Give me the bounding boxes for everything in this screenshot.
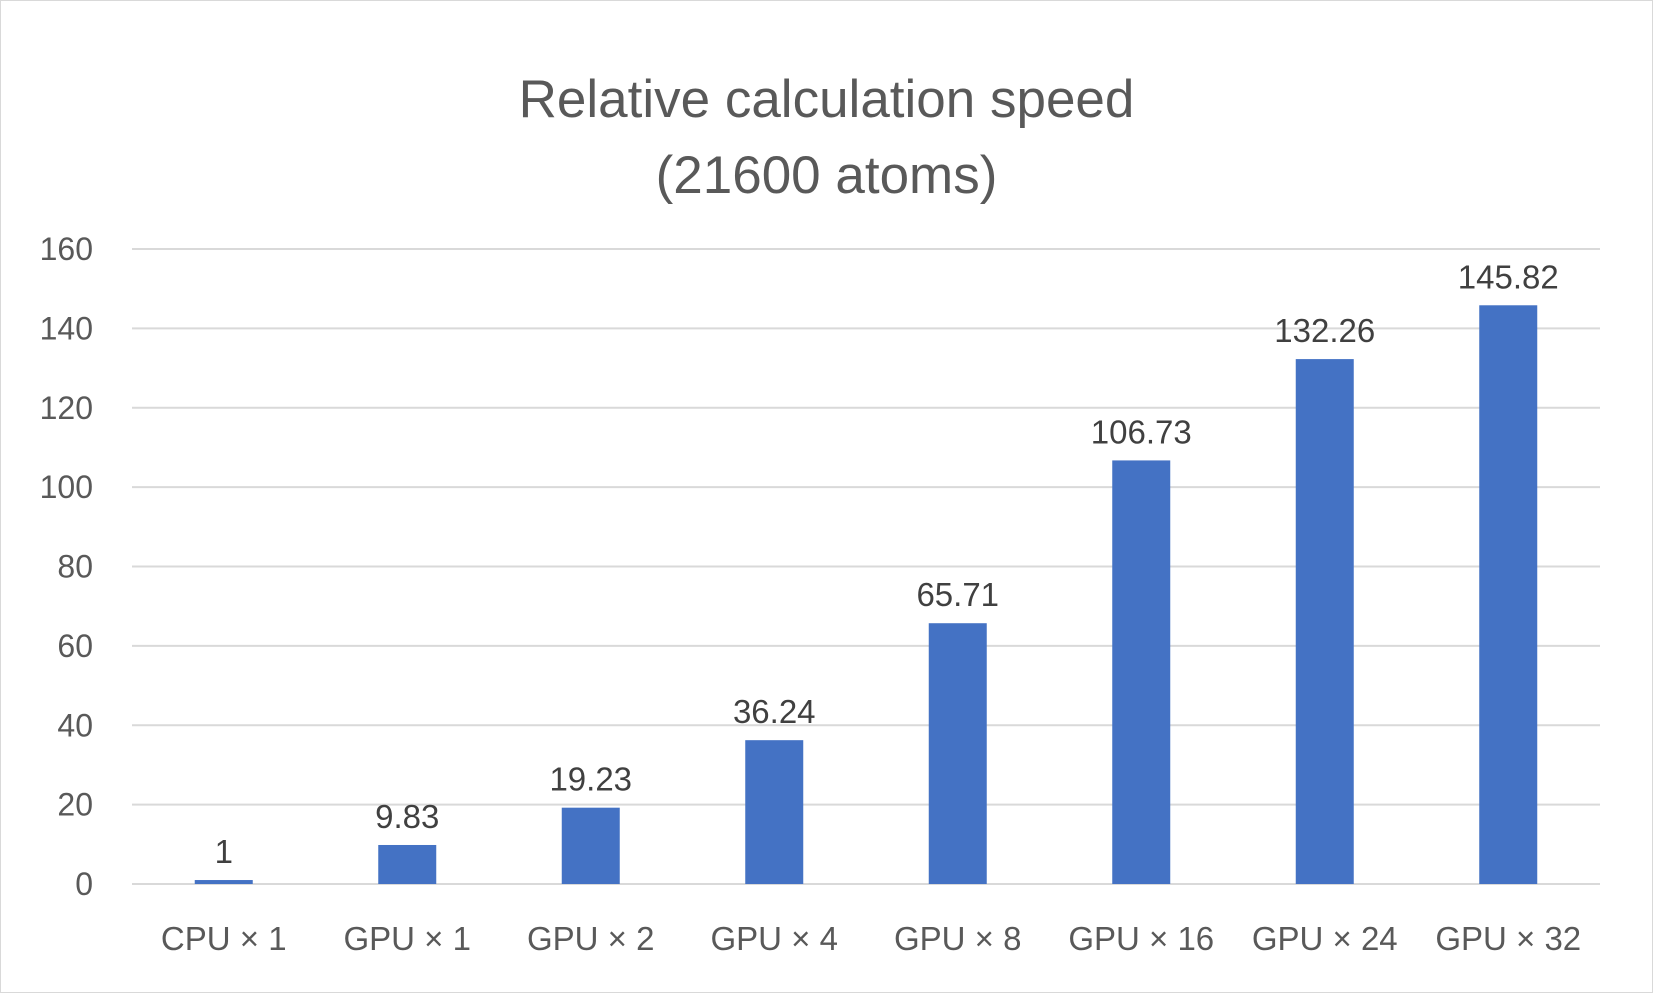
- y-tick-label: 100: [40, 469, 93, 505]
- bar: [1295, 359, 1354, 884]
- bars: [194, 305, 1538, 885]
- x-tick-label: GPU × 24: [1252, 920, 1398, 957]
- x-tick-label: GPU × 1: [344, 920, 471, 957]
- y-tick-label: 60: [57, 628, 93, 664]
- x-axis-ticks: CPU × 1 GPU × 1 GPU × 2 GPU × 4 GPU × 8 GPU ×…: [161, 920, 1581, 957]
- y-tick-label: 80: [57, 549, 93, 585]
- data-label: 1: [215, 833, 233, 870]
- bar: [194, 880, 253, 884]
- x-tick-label: GPU × 4: [711, 920, 838, 957]
- x-tick-label: GPU × 16: [1068, 920, 1214, 957]
- x-tick-label: GPU × 32: [1435, 920, 1581, 957]
- y-tick-label: 140: [40, 310, 93, 346]
- y-tick-label: 20: [57, 787, 93, 823]
- data-label: 145.82: [1458, 258, 1559, 295]
- data-label: 106.73: [1091, 413, 1192, 450]
- data-label: 132.26: [1274, 312, 1375, 349]
- bar: [378, 844, 437, 884]
- y-tick-label: 120: [40, 390, 93, 426]
- data-label: 9.83: [375, 798, 439, 835]
- data-label: 19.23: [549, 761, 632, 798]
- gridlines: [132, 248, 1600, 885]
- bar: [745, 740, 804, 884]
- bar: [561, 807, 620, 884]
- data-labels: 1 9.83 19.23 36.24 65.71 106.73 132.26 145.82: [215, 258, 1559, 870]
- x-tick-label: GPU × 2: [527, 920, 654, 957]
- x-tick-label: GPU × 8: [894, 920, 1021, 957]
- y-tick-label: 0: [75, 866, 93, 902]
- chart-title: Relative calculation speed: [518, 70, 1135, 129]
- data-label: 65.71: [916, 576, 999, 613]
- y-tick-label: 160: [40, 231, 93, 267]
- bar: [1112, 460, 1171, 884]
- data-label: 36.24: [733, 693, 816, 730]
- chart-subtitle: (21600 atoms): [655, 146, 998, 205]
- x-tick-label: CPU × 1: [161, 920, 287, 957]
- y-axis-ticks: 0 20 40 60 80 100 120 140 160: [40, 231, 93, 902]
- bar: [1479, 305, 1538, 885]
- y-tick-label: 40: [57, 707, 93, 743]
- bar: [928, 623, 987, 884]
